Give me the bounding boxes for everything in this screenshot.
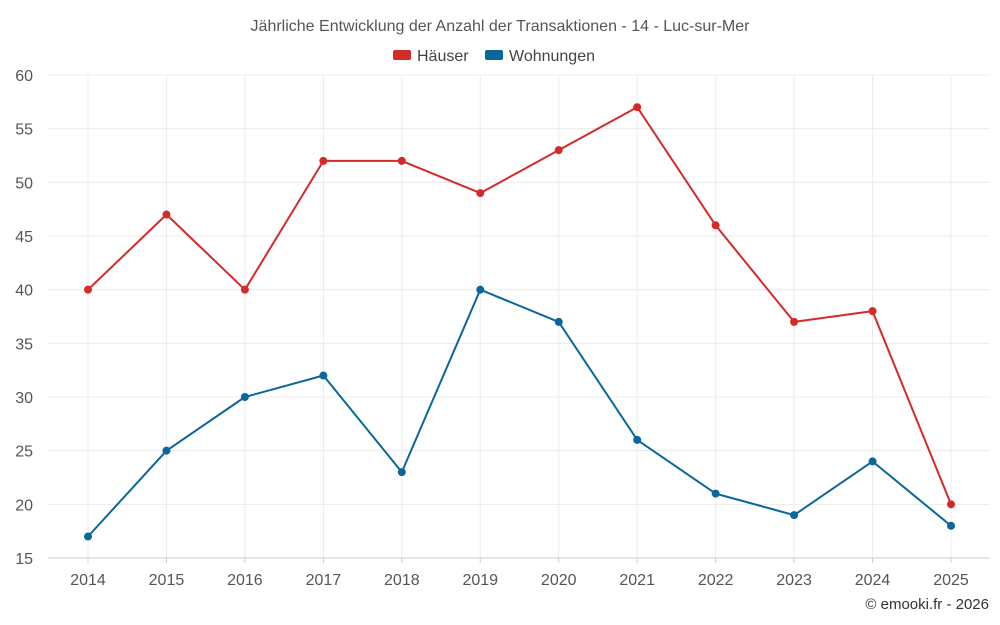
- data-point-wohnungen-2017[interactable]: [319, 371, 328, 380]
- data-point-haeuser-2021[interactable]: [633, 103, 642, 112]
- data-point-wohnungen-2020[interactable]: [554, 317, 563, 326]
- legend-item-haeuser[interactable]: Häuser: [393, 48, 469, 65]
- chart-title: Jährliche Entwicklung der Anzahl der Tra…: [251, 18, 751, 35]
- data-point-haeuser-2025[interactable]: [947, 500, 955, 509]
- y-tick-label: 50: [15, 175, 33, 192]
- data-point-haeuser-2015[interactable]: [162, 210, 171, 219]
- legend-label-wohnungen: Wohnungen: [509, 48, 595, 65]
- legend-label-haeuser: Häuser: [417, 48, 469, 65]
- x-tick-label: 2018: [384, 572, 420, 589]
- x-tick-label: 2020: [541, 572, 577, 589]
- data-point-wohnungen-2025[interactable]: [947, 521, 955, 530]
- data-point-wohnungen-2018[interactable]: [397, 468, 406, 477]
- data-point-haeuser-2018[interactable]: [397, 156, 406, 165]
- x-tick-label: 2024: [855, 572, 891, 589]
- x-tick-label: 2023: [776, 572, 812, 589]
- data-point-wohnungen-2021[interactable]: [633, 435, 642, 444]
- y-tick-label: 60: [15, 68, 33, 85]
- data-point-haeuser-2023[interactable]: [790, 317, 799, 326]
- data-point-haeuser-2022[interactable]: [711, 221, 720, 230]
- credit: © emooki.fr - 2026: [865, 596, 989, 613]
- series-wohnungen: [84, 285, 955, 541]
- data-point-wohnungen-2015[interactable]: [162, 446, 171, 455]
- x-tick-label: 2025: [933, 572, 969, 589]
- legend: Häuser Wohnungen: [393, 48, 595, 65]
- series-line-haeuser: [87, 106, 952, 505]
- data-point-wohnungen-2022[interactable]: [711, 489, 720, 498]
- x-tick-label: 2015: [149, 572, 185, 589]
- data-point-wohnungen-2014[interactable]: [84, 532, 92, 541]
- data-point-haeuser-2019[interactable]: [476, 189, 485, 198]
- data-point-haeuser-2017[interactable]: [319, 156, 328, 165]
- data-point-wohnungen-2016[interactable]: [240, 393, 249, 401]
- data-point-haeuser-2020[interactable]: [554, 146, 563, 155]
- y-tick-label: 20: [15, 497, 33, 514]
- data-point-haeuser-2024[interactable]: [868, 307, 877, 316]
- x-axis-ticks: 2014 2015 2016 2017 2018 2019 2020 2021 2022 2023…: [70, 558, 969, 589]
- series-haeuser: [84, 103, 955, 509]
- x-tick-label: 2014: [70, 572, 106, 589]
- y-axis-ticks: 15 20 25 30 35 40 45 50 55 60: [15, 68, 33, 568]
- data-point-haeuser-2014[interactable]: [84, 285, 92, 294]
- data-point-haeuser-2016[interactable]: [240, 285, 249, 294]
- x-tick-label: 2017: [306, 572, 342, 589]
- x-tick-label: 2022: [698, 572, 734, 589]
- x-tick-label: 2021: [619, 572, 655, 589]
- y-tick-label: 25: [15, 444, 33, 461]
- y-tick-label: 15: [15, 551, 33, 568]
- legend-item-wohnungen[interactable]: Wohnungen: [485, 48, 595, 65]
- data-point-wohnungen-2023[interactable]: [790, 511, 799, 520]
- x-tick-label: 2016: [227, 572, 263, 589]
- series-line-wohnungen: [87, 288, 952, 538]
- data-point-wohnungen-2024[interactable]: [868, 457, 877, 466]
- data-point-wohnungen-2019[interactable]: [476, 285, 485, 294]
- y-tick-label: 35: [15, 336, 33, 353]
- gridlines: [48, 74, 990, 559]
- y-tick-label: 30: [15, 390, 33, 407]
- y-tick-label: 55: [15, 122, 33, 139]
- legend-swatch-haeuser: [393, 50, 411, 60]
- legend-swatch-wohnungen: [485, 50, 503, 60]
- y-tick-label: 45: [15, 229, 33, 246]
- x-tick-label: 2019: [462, 572, 498, 589]
- series-layer: [84, 103, 955, 541]
- y-tick-label: 40: [15, 283, 33, 300]
